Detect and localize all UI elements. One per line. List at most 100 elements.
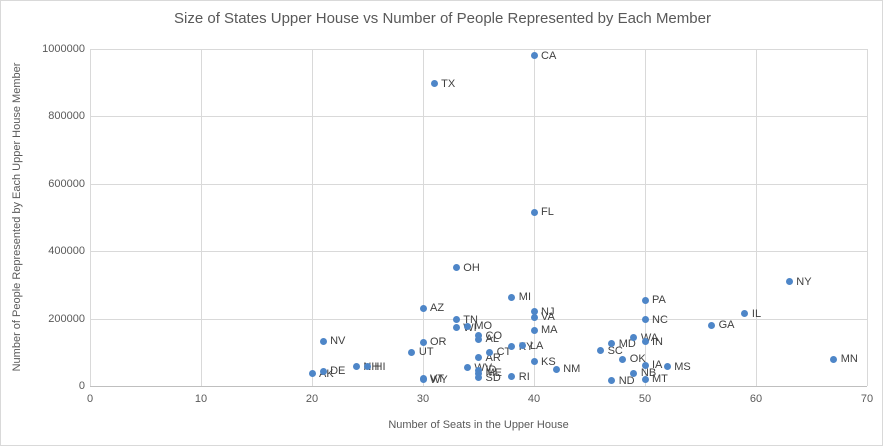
- data-label-UT: UT: [418, 346, 434, 359]
- data-label-RI: RI: [518, 370, 530, 383]
- data-point-FL: [530, 208, 538, 216]
- data-point-NJ: [530, 308, 538, 316]
- data-label-NC: NC: [652, 313, 668, 326]
- data-point-NC: [641, 316, 649, 324]
- x-gridline: [201, 49, 202, 386]
- y-tick-label: 200000: [48, 312, 85, 325]
- data-point-IN: [641, 338, 649, 346]
- x-tick-label: 0: [86, 393, 94, 405]
- x-tick-label: 20: [305, 393, 319, 405]
- data-point-MA: [530, 326, 538, 334]
- data-label-MS: MS: [674, 360, 691, 373]
- data-point-TN: [452, 316, 460, 324]
- x-axis-line: [90, 386, 867, 387]
- data-label-TX: TX: [441, 77, 456, 90]
- data-label-CT: CT: [496, 346, 512, 359]
- x-tick-label: 50: [638, 393, 652, 405]
- data-point-IA: [641, 361, 649, 369]
- data-label-MT: MT: [652, 373, 668, 386]
- data-point-MO: [463, 322, 471, 330]
- data-label-GA: GA: [718, 319, 735, 332]
- data-point-WV: [463, 364, 471, 372]
- y-tick-label: 800000: [48, 110, 85, 123]
- data-label-FL: FL: [541, 206, 554, 219]
- data-label-HI: HI: [374, 360, 386, 373]
- data-label-NY: NY: [796, 275, 812, 288]
- data-point-AR: [475, 354, 482, 362]
- data-point-SC: [597, 347, 605, 355]
- data-label-OH: OH: [463, 261, 480, 274]
- data-point-HI: [364, 363, 371, 371]
- data-point-LA: [519, 342, 527, 350]
- data-label-CO: CO: [485, 329, 503, 342]
- data-point-WI: [452, 324, 460, 332]
- x-gridline: [423, 49, 424, 386]
- data-label-VA: VA: [541, 311, 555, 324]
- x-tick-label: 30: [416, 393, 430, 405]
- data-label-MA: MA: [541, 324, 558, 337]
- data-point-AZ: [419, 304, 427, 312]
- y-gridline: [90, 251, 867, 253]
- data-label-OR: OR: [430, 336, 447, 349]
- data-point-OH: [452, 264, 460, 272]
- data-label-OK: OK: [629, 353, 646, 366]
- data-point-KY: [508, 343, 516, 351]
- data-label-IL: IL: [751, 307, 762, 320]
- data-point-UT: [408, 348, 416, 356]
- data-point-SD: [475, 374, 482, 382]
- data-label-ID: ID: [485, 364, 497, 377]
- y-tick-label: 1000000: [42, 43, 85, 55]
- data-point-NM: [552, 365, 560, 373]
- data-label-NM: NM: [563, 363, 581, 376]
- x-gridline: [756, 49, 757, 386]
- data-point-NY: [785, 278, 793, 286]
- data-point-OK: [619, 355, 627, 363]
- chart-title: Size of States Upper House vs Number of …: [174, 10, 711, 27]
- data-point-AK: [308, 370, 316, 378]
- x-tick-label: 10: [194, 393, 208, 405]
- data-point-GA: [708, 321, 716, 329]
- data-point-AL: [475, 335, 482, 343]
- x-tick-label: 60: [749, 393, 763, 405]
- data-label-NV: NV: [330, 335, 346, 348]
- data-label-CA: CA: [541, 49, 557, 62]
- y-tick-label: 0: [78, 380, 85, 392]
- y-tick-label: 600000: [48, 177, 85, 190]
- data-label-VT: VT: [430, 372, 445, 385]
- data-point-VA: [530, 313, 538, 321]
- data-point-CO: [475, 332, 482, 340]
- data-point-DE: [319, 367, 327, 375]
- x-tick-label: 40: [527, 393, 541, 405]
- data-label-ME: ME: [485, 367, 503, 380]
- data-point-IL: [741, 310, 749, 318]
- data-label-IN: IN: [652, 335, 663, 348]
- y-tick-label: 400000: [48, 245, 85, 258]
- data-point-CT: [486, 348, 494, 356]
- data-point-MS: [663, 363, 671, 371]
- data-point-CA: [530, 52, 538, 60]
- y-gridline: [90, 49, 867, 50]
- data-point-RI: [508, 373, 516, 381]
- data-label-WY: WY: [430, 373, 448, 386]
- data-label-AZ: AZ: [430, 302, 445, 315]
- x-gridline: [312, 49, 313, 386]
- data-label-KS: KS: [541, 355, 556, 368]
- data-label-AL: AL: [485, 333, 499, 346]
- data-label-LA: LA: [529, 339, 544, 352]
- data-point-MI: [508, 293, 516, 301]
- data-label-MN: MN: [840, 353, 858, 366]
- data-point-MD: [608, 340, 616, 348]
- data-label-PA: PA: [652, 294, 666, 307]
- data-point-ME: [475, 369, 482, 377]
- data-point-ND: [608, 377, 616, 385]
- x-axis-title: Number of Seats in the Upper House: [388, 419, 569, 431]
- data-point-MT: [641, 375, 649, 383]
- data-label-IA: IA: [652, 359, 663, 372]
- data-label-SC: SC: [607, 344, 623, 357]
- data-point-NV: [319, 337, 327, 345]
- data-point-MN: [830, 355, 838, 363]
- data-point-OR: [419, 338, 427, 346]
- x-gridline: [90, 49, 91, 386]
- y-gridline: [90, 318, 867, 320]
